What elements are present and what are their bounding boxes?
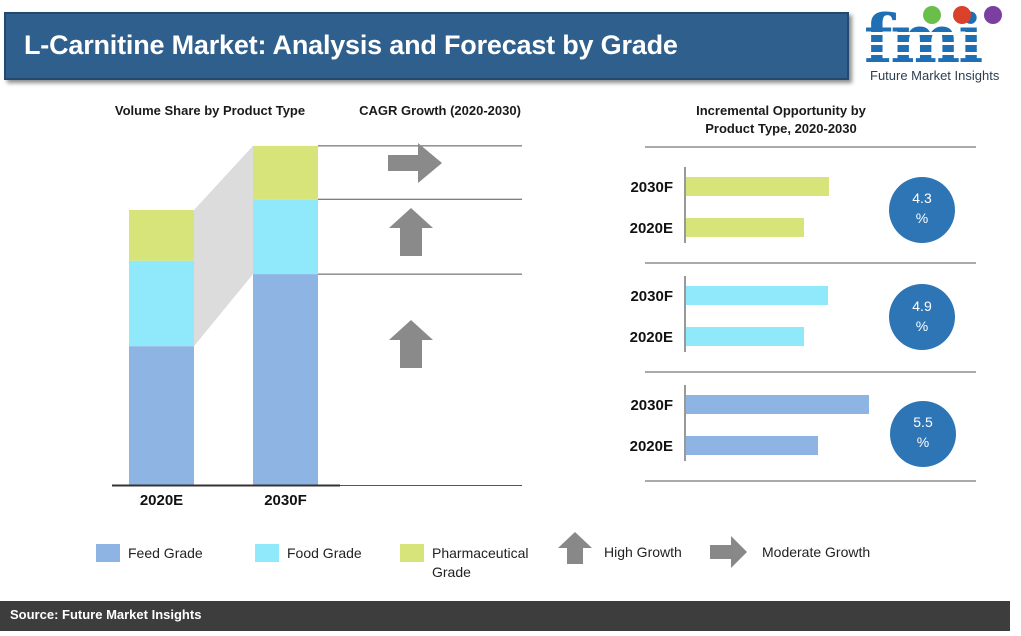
cagr-circle-food-grade bbox=[889, 284, 955, 350]
incremental-bar-pharmaceutical-grade-2020e bbox=[686, 218, 804, 237]
incremental-bar-feed-grade-2020e bbox=[686, 436, 818, 455]
footer-source: Source: Future Market Insights bbox=[10, 607, 202, 622]
incremental-label-feed-grade-2020e: 2020E bbox=[630, 438, 673, 455]
cagr-circle-feed-grade bbox=[890, 401, 956, 467]
incremental-title: Incremental Opportunity by Product Type,… bbox=[696, 103, 866, 136]
legend-swatch-food-grade bbox=[255, 544, 279, 562]
logo-globe-green-icon bbox=[923, 6, 941, 24]
cagr-label-feed: 5.5% bbox=[913, 414, 933, 450]
legend-label-moderate-growth: Moderate Growth bbox=[762, 544, 871, 560]
x-tick-label-2030f: 2030F bbox=[264, 492, 307, 509]
chart-area: 2020E 2030F 2030F 2020E 2030F 2020E 2030F 2020E bbox=[112, 143, 976, 509]
cagr-circle-pharmaceutical-grade bbox=[889, 177, 955, 243]
legend-label-high-growth: High Growth bbox=[604, 544, 682, 560]
logo-globe-red-icon bbox=[953, 6, 971, 24]
volume-share-connector bbox=[194, 145, 253, 347]
stacked-bar-pharmaceutical-grade-2020e bbox=[129, 209, 194, 261]
incremental-bar-food-grade-2020e bbox=[686, 327, 804, 346]
x-tick-label-2020e: 2020E bbox=[140, 492, 183, 509]
legend-label-food-grade: Food Grade bbox=[287, 545, 362, 561]
legend-swatch-feed-grade bbox=[96, 544, 120, 562]
incremental-label-food-grade-2030f: 2030F bbox=[630, 288, 673, 305]
incremental-label-feed-grade-2030f: 2030F bbox=[630, 397, 673, 414]
legend-label-feed-grade: Feed Grade bbox=[128, 545, 203, 561]
cagr-arrow-pharmaceutical-grade-right-arrow-icon bbox=[388, 143, 442, 183]
page-title: L-Carnitine Market: Analysis and Forecas… bbox=[24, 30, 678, 60]
stacked-bar-food-grade-2020e bbox=[129, 260, 194, 347]
stacked-bar-feed-grade-2030f bbox=[253, 274, 318, 485]
stacked-bar-pharmaceutical-grade-2030f bbox=[253, 145, 318, 200]
cagr-arrow-food-grade-up-arrow-icon bbox=[389, 208, 433, 256]
cagr-label-food: 4.9% bbox=[912, 298, 932, 334]
stacked-bar-food-grade-2030f bbox=[253, 199, 318, 275]
right-arrow-icon bbox=[710, 536, 747, 568]
incremental-bar-pharmaceutical-grade-2030f bbox=[686, 177, 829, 196]
fmi-logo-graphic: fmi bbox=[862, 0, 1012, 78]
legend-swatch-pharmaceutical-grade bbox=[400, 544, 424, 562]
legend-label-pharmaceutical-grade: Pharmaceutical Grade bbox=[432, 545, 529, 580]
fmi-logo: fmi Future Market Insights bbox=[862, 0, 1012, 86]
footer-bar: Source: Future Market Insights bbox=[0, 601, 1010, 631]
up-arrow-icon bbox=[558, 532, 592, 564]
stacked-bar-feed-grade-2020e bbox=[129, 346, 194, 485]
logo-globe-purple-icon bbox=[984, 6, 1002, 24]
logo-company-name: Future Market Insights bbox=[870, 68, 1000, 83]
incremental-bar-food-grade-2030f bbox=[686, 286, 828, 305]
title-bar: L-Carnitine Market: Analysis and Forecas… bbox=[4, 12, 849, 80]
incremental-label-food-grade-2020e: 2020E bbox=[630, 329, 673, 346]
incremental-bar-feed-grade-2030f bbox=[686, 395, 869, 414]
incremental-label-pharmaceutical-grade-2030f: 2030F bbox=[630, 179, 673, 196]
incremental-label-pharmaceutical-grade-2020e: 2020E bbox=[630, 220, 673, 237]
cagr-label-pharmaceutical: 4.3% bbox=[912, 190, 932, 226]
volume-share-title: Volume Share by Product Type bbox=[114, 103, 306, 118]
cagr-arrow-feed-grade-up-arrow-icon bbox=[389, 320, 433, 368]
cagr-title: CAGR Growth (2020-2030) bbox=[359, 103, 521, 118]
